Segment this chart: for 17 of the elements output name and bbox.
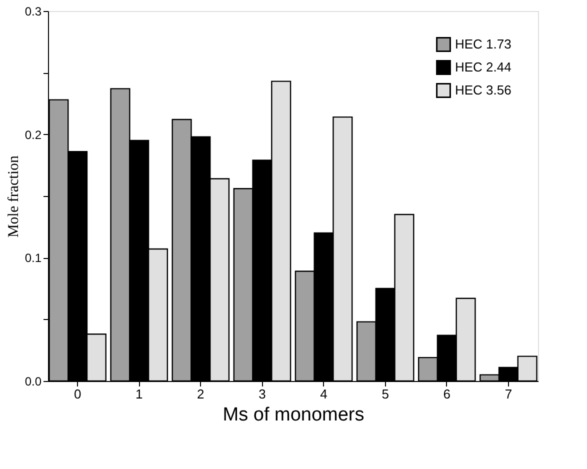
y-tick-label: 0.1 (24, 251, 42, 266)
x-tick-label: 2 (197, 386, 204, 402)
x-tick-label: 1 (135, 386, 143, 402)
x-axis-title: Ms of monomers (222, 404, 364, 426)
x-tick-label: 3 (258, 386, 266, 402)
y-tick-label: 0.0 (24, 374, 42, 388)
legend-label: HEC 2.44 (455, 60, 512, 74)
y-tick-label: 0.3 (24, 4, 42, 18)
x-tick-label: 0 (74, 386, 82, 402)
x-tick-label: 7 (504, 386, 512, 402)
x-tick-label: 6 (443, 386, 451, 402)
x-tick-label: 4 (320, 386, 328, 402)
y-axis-title: Mole fraction (6, 154, 22, 238)
legend-label: HEC 1.73 (455, 36, 512, 52)
x-tick-label: 5 (382, 386, 389, 402)
y-tick-label: 0.2 (24, 128, 42, 142)
legend-label: HEC 3.56 (455, 82, 512, 98)
